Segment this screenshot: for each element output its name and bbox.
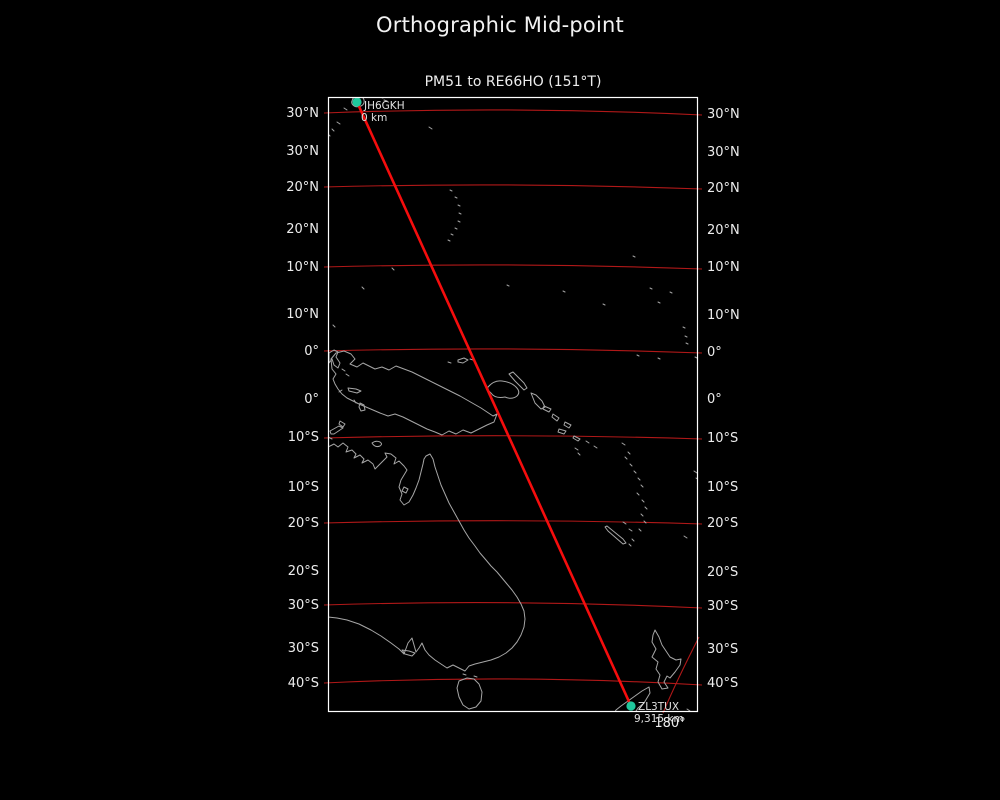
- latitude-ticks-left: 30°N 30°N 20°N 20°N 10°N 10°N 0° 0° 10°S 10°S 20°S…: [250, 0, 319, 800]
- coastline-new-zealand-south: [614, 686, 651, 712]
- latitude-tick-label: 30°N: [286, 144, 319, 159]
- coastline-vanuatu: [624, 456, 648, 547]
- coastline-new-caledonia: [604, 521, 633, 545]
- latitude-tick-label: 10°S: [707, 480, 739, 495]
- latitude-tick-label: 40°S: [707, 676, 739, 691]
- latitude-tick-label: 40°S: [287, 676, 319, 691]
- latitude-tick-label: 0°: [707, 345, 722, 360]
- latitude-tick-label: 20°N: [286, 180, 319, 195]
- gridline-10s: [323, 435, 703, 440]
- longitude-tick-label: 180°: [654, 716, 686, 731]
- latitude-tick-label: 30°S: [707, 599, 739, 614]
- latitude-tick-label: 30°S: [287, 598, 319, 613]
- latitude-tick-label: 20°S: [707, 516, 739, 531]
- latitude-tick-label: 10°N: [707, 260, 740, 275]
- coastline-kyushu: [351, 97, 365, 108]
- coastline-new-ireland: [508, 371, 528, 391]
- gridline-20n: [323, 184, 703, 190]
- coastline-new-zealand-north: [651, 629, 682, 690]
- latitude-tick-label: 30°S: [707, 642, 739, 657]
- latitude-tick-label: 30°S: [287, 641, 319, 656]
- marker-destination: ZL3TUX 9,315 km: [626, 701, 684, 725]
- map-frame: [327, 96, 699, 713]
- origin-callsign: JH6GKH: [363, 100, 405, 112]
- bass-strait-islets: [462, 673, 478, 678]
- coastline-bougainville: [530, 392, 546, 410]
- meridian-180-gridline: [662, 636, 700, 714]
- fiji-islets: [683, 470, 698, 539]
- gridline-40s: [323, 678, 703, 686]
- latitude-tick-label: 20°N: [286, 222, 319, 237]
- coastline-tasmania: [456, 677, 483, 710]
- coastline-groote-island: [401, 486, 409, 494]
- origin-dot: [352, 97, 362, 107]
- latitude-tick-label: 20°N: [707, 181, 740, 196]
- coastline-seram: [338, 387, 362, 394]
- great-circle-track: [355, 100, 633, 708]
- latitude-tick-label: 30°N: [707, 107, 740, 122]
- destination-callsign: ZL3TUX: [638, 701, 679, 713]
- latitude-tick-label: 30°N: [286, 106, 319, 121]
- coastline-melville-island: [371, 440, 382, 448]
- latitude-tick-label: 20°S: [287, 516, 319, 531]
- latitude-tick-label: 0°: [304, 392, 319, 407]
- coastline-new-britain: [487, 380, 520, 399]
- gridline-30n: [323, 109, 703, 116]
- latitude-tick-label: 10°S: [287, 430, 319, 445]
- marker-origin: JH6GKH 0 km: [352, 97, 405, 124]
- latitude-tick-label: 10°N: [286, 307, 319, 322]
- gridline-30s: [323, 602, 703, 609]
- latitude-tick-label: 10°S: [707, 431, 739, 446]
- latitude-tick-label: 10°N: [707, 308, 740, 323]
- santa-cruz-islands: [621, 442, 631, 455]
- latitude-ticks-right: 30°N 30°N 20°N 20°N 10°N 10°N 0° 0° 10°S 10°S 20°S…: [707, 0, 776, 800]
- coastline-admiralty-islands: [447, 357, 474, 364]
- coastline-kangaroo-island: [401, 649, 416, 657]
- axes-title: PM51 to RE66HO (151°T): [424, 74, 602, 90]
- coastline-aru: [353, 399, 366, 412]
- gridline-0: [323, 348, 703, 354]
- coastline-tanimbar: [338, 420, 346, 428]
- destination-dot: [626, 701, 636, 711]
- latitude-tick-label: 20°N: [707, 223, 740, 238]
- destination-distance: 9,315 km: [634, 713, 684, 725]
- micronesia-islets: [332, 255, 698, 360]
- coastline-solomon-islands: [542, 405, 598, 456]
- figure-title: Orthographic Mid-point: [376, 13, 624, 37]
- latitude-gridlines: [323, 109, 703, 686]
- gridline-20s: [323, 520, 703, 525]
- coastline-new-guinea: [330, 350, 498, 436]
- latitude-tick-label: 10°N: [286, 260, 319, 275]
- latitude-tick-label: 10°S: [287, 480, 319, 495]
- chatham-islet: [686, 708, 691, 712]
- latitude-tick-label: 20°S: [707, 565, 739, 580]
- coastlines: [328, 97, 698, 712]
- gridline-10n: [323, 264, 703, 270]
- latitude-tick-label: 0°: [304, 344, 319, 359]
- map-plot: JH6GKH 0 km ZL3TUX 9,315 km: [323, 96, 703, 725]
- mariana-islets: [447, 189, 462, 242]
- latitude-tick-label: 20°S: [287, 564, 319, 579]
- coastline-halmahera: [328, 349, 350, 377]
- coastline-australia: [328, 442, 526, 672]
- latitude-tick-label: 0°: [707, 392, 722, 407]
- latitude-tick-label: 30°N: [707, 145, 740, 160]
- origin-distance: 0 km: [361, 112, 387, 124]
